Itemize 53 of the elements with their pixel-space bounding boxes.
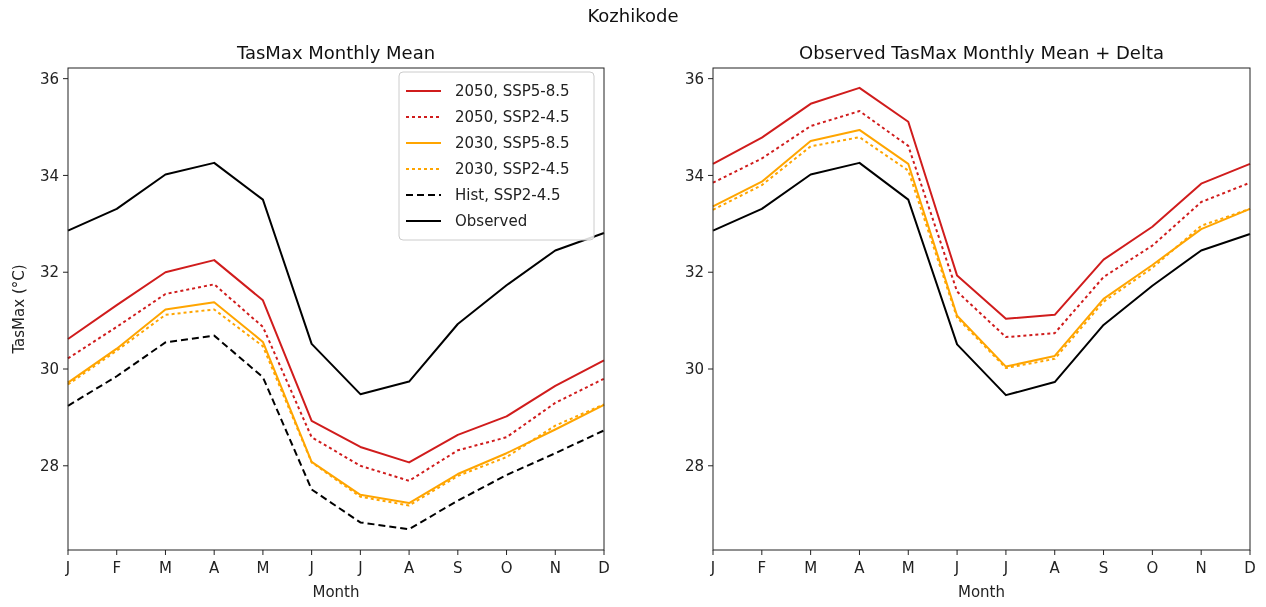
x-tick-label: J [709,559,716,577]
y-tick-label: 36 [684,69,704,88]
x-axis-title: Month [312,583,360,601]
line-series [67,161,605,396]
line-series [67,259,605,464]
x-tick-label: M [158,559,172,577]
x-tick-label: A [1049,559,1061,577]
line-series [712,110,1251,339]
x-tick-label: S [1098,559,1109,577]
line-series [712,161,1251,397]
line-series [67,334,605,531]
y-tick-label: 32 [39,263,59,282]
x-tick-label: M [256,559,270,577]
y-tick-label: 30 [39,360,59,379]
legend-label: 2030, SSP5-8.5 [455,134,570,153]
x-tick-label: N [1195,559,1207,577]
legend-label: Observed [455,212,528,231]
x-tick-label: J [64,559,71,577]
legend-label: 2050, SSP5-8.5 [455,82,570,101]
y-tick-label: 34 [39,166,59,185]
y-axis-title: TasMax (°C) [10,264,28,355]
x-tick-label: J [308,559,314,577]
x-tick-label: D [1244,559,1256,577]
x-tick-label: J [953,559,960,577]
x-tick-label: A [403,559,415,577]
x-tick-label: F [112,559,122,577]
chart-title: TasMax Monthly Mean [235,42,436,63]
x-axis-title: Month [957,583,1006,601]
line-series [712,86,1251,320]
x-tick-label: O [500,559,513,577]
legend-label: 2030, SSP2-4.5 [455,160,570,179]
x-tick-label: J [357,559,363,577]
line-series [67,283,605,482]
x-tick-label: M [901,559,915,577]
x-tick-label: A [854,559,866,577]
x-tick-label: A [209,559,221,577]
y-tick-label: 36 [39,69,59,88]
x-tick-label: M [804,559,818,577]
y-tick-label: 32 [684,263,704,282]
y-tick-label: 28 [39,457,59,476]
text: Kozhikode [587,5,679,26]
x-tick-label: F [757,559,767,577]
x-tick-label: O [1146,559,1159,577]
x-tick-label: N [549,559,561,577]
x-tick-label: S [453,559,463,577]
y-tick-label: 28 [684,457,704,476]
x-tick-label: J [1002,559,1009,577]
y-tick-label: 34 [684,166,704,185]
legend-label: Hist, SSP2-4.5 [455,186,561,205]
chart-title: Observed TasMax Monthly Mean + Delta [798,42,1165,63]
x-tick-label: D [598,559,610,577]
legend-label: 2050, SSP2-4.5 [455,108,570,127]
y-tick-label: 30 [684,360,704,379]
